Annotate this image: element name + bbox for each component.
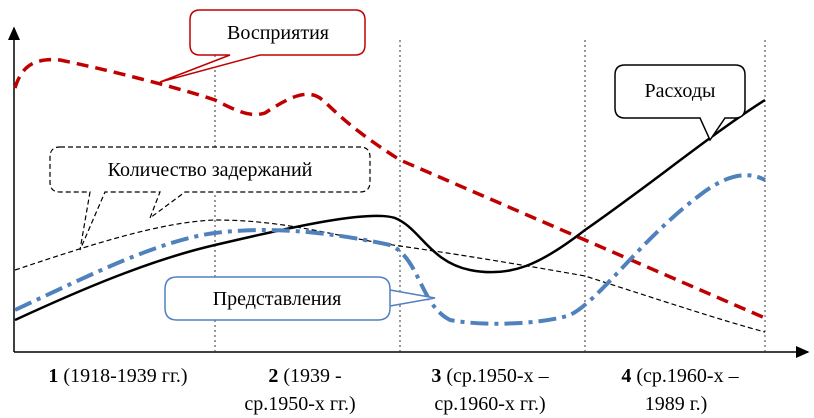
period-text: ср.1950-х гг.) — [244, 393, 355, 415]
spending-curve — [14, 98, 766, 322]
period-label: 3 (ср.1950-х – — [431, 365, 549, 387]
callout-spending: Расходы — [614, 64, 746, 142]
period-number: 4 — [621, 365, 631, 387]
period-number: 2 — [268, 365, 278, 387]
period-text: ср.1960-х гг.) — [434, 393, 545, 415]
period-text: (ср.1960-х – — [636, 365, 739, 387]
callout-arrests: Количество задержаний — [49, 146, 371, 251]
representations-curve — [14, 173, 766, 326]
period-label: 2 (1939 - — [268, 365, 341, 387]
callout-label: Расходы — [645, 80, 716, 102]
arrests-curve — [14, 219, 766, 333]
period-number: 3 — [431, 365, 441, 387]
period-text: 1989 г.) — [645, 393, 708, 415]
callout-label: Восприятия — [227, 22, 329, 44]
period-number: 1 — [48, 365, 58, 387]
period-text: (1939 - — [283, 365, 341, 387]
period-label: 4 (ср.1960-х – — [621, 365, 739, 387]
callout-representations: Представления — [164, 276, 436, 321]
period-text: (1918-1939 гг.) — [63, 365, 187, 387]
period-text: (ср.1950-х – — [446, 365, 549, 387]
perception-curve — [13, 57, 766, 320]
callout-perception: Восприятия — [159, 9, 366, 83]
period-label: 1 (1918-1939 гг.) — [48, 365, 187, 387]
callout-label: Представления — [213, 288, 342, 310]
callout-label: Количество задержаний — [108, 159, 313, 181]
